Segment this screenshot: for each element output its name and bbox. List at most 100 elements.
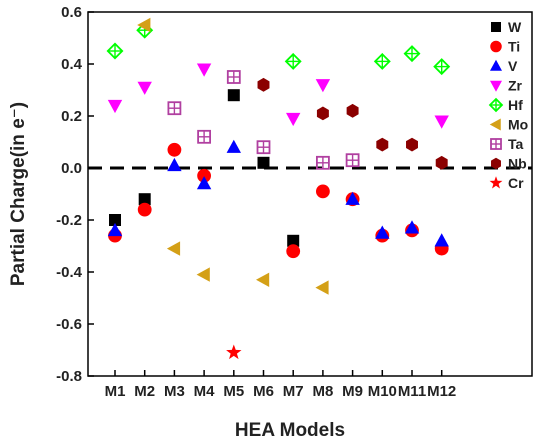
y-axis-title: Partial Charge(in e⁻) bbox=[8, 102, 29, 286]
legend-marker-zr bbox=[490, 80, 502, 92]
point-ta-m9 bbox=[345, 153, 360, 168]
point-mo-m6 bbox=[256, 272, 270, 287]
point-zr-m4 bbox=[196, 63, 212, 77]
point-nb-m11 bbox=[406, 137, 418, 152]
x-tick-label: M10 bbox=[368, 383, 397, 400]
point-hf-m1 bbox=[106, 42, 124, 60]
y-axis: 0.6 0.4 0.2 0.0 -0.2 -0.4 -0.6 -0.8 bbox=[56, 4, 94, 385]
point-hf-m12 bbox=[433, 58, 451, 76]
x-axis: M1 M2 M3 M4 M5 M6 M7 M8 M9 M10 M11 M12 bbox=[105, 370, 456, 400]
legend-marker-hf bbox=[488, 97, 504, 113]
point-ta-m3 bbox=[167, 101, 182, 116]
plot-frame bbox=[87, 11, 533, 377]
y-tick-label: 0.2 bbox=[61, 108, 82, 125]
legend-label-hf: Hf bbox=[508, 97, 523, 113]
legend-marker-mo bbox=[489, 118, 501, 131]
y-tick-label: -0.4 bbox=[56, 264, 83, 281]
x-tick-label: M6 bbox=[253, 383, 274, 400]
series-v bbox=[107, 139, 449, 247]
point-v-m5 bbox=[226, 139, 241, 153]
x-tick-label: M7 bbox=[283, 383, 304, 400]
series-ti bbox=[108, 142, 449, 259]
point-hf-m7 bbox=[284, 52, 302, 70]
point-v-m1 bbox=[107, 222, 123, 237]
y-tick-label: -0.6 bbox=[56, 316, 82, 333]
x-tick-label: M2 bbox=[134, 383, 155, 400]
point-zr-m1 bbox=[107, 99, 123, 114]
data-points bbox=[106, 17, 451, 360]
series-cr bbox=[226, 344, 242, 360]
x-tick-label: M12 bbox=[427, 383, 456, 400]
legend-marker-w bbox=[491, 22, 501, 32]
legend-label-cr: Cr bbox=[508, 175, 524, 191]
series-hf bbox=[106, 21, 451, 76]
x-tick-label: M9 bbox=[342, 383, 363, 400]
series-nb bbox=[257, 77, 448, 170]
point-w-m5 bbox=[227, 89, 240, 102]
point-ta-m5 bbox=[226, 70, 241, 84]
point-mo-m4 bbox=[196, 267, 210, 282]
point-ta-m8 bbox=[315, 155, 330, 170]
point-mo-m3 bbox=[166, 241, 181, 256]
legend-marker-ti bbox=[490, 40, 502, 53]
y-tick-label: -0.2 bbox=[56, 212, 82, 229]
point-nb-m6 bbox=[257, 77, 270, 92]
point-zr-m12 bbox=[434, 115, 449, 129]
point-mo-m8 bbox=[315, 280, 329, 295]
y-tick-label: 0.0 bbox=[61, 160, 82, 177]
legend-label-w: W bbox=[508, 19, 522, 35]
y-tick-label: 0.6 bbox=[61, 4, 82, 21]
point-w-m6 bbox=[257, 156, 270, 169]
series-ta bbox=[167, 70, 360, 170]
legend-label-zr: Zr bbox=[508, 78, 523, 94]
x-tick-label: M8 bbox=[312, 383, 333, 400]
x-tick-label: M4 bbox=[194, 383, 215, 400]
series-w bbox=[109, 89, 300, 247]
x-tick-label: M1 bbox=[105, 383, 126, 400]
series-zr bbox=[107, 63, 449, 129]
point-ti-m7 bbox=[286, 244, 301, 259]
x-axis-title: HEA Models bbox=[235, 420, 345, 441]
point-nb-m12 bbox=[435, 155, 448, 170]
legend: W Ti V Zr Hf Mo Ta Nb Cr bbox=[488, 19, 528, 191]
point-zr-m2 bbox=[137, 81, 152, 95]
point-nb-m8 bbox=[316, 106, 329, 121]
point-w-m7 bbox=[287, 234, 300, 247]
point-v-m4 bbox=[196, 176, 212, 190]
point-ta-m6 bbox=[256, 140, 271, 155]
legend-label-v: V bbox=[508, 58, 518, 74]
x-tick-label: M5 bbox=[223, 383, 244, 400]
point-w-m1 bbox=[109, 214, 121, 226]
point-v-m10 bbox=[375, 225, 390, 239]
point-ta-m4 bbox=[197, 129, 212, 144]
legend-marker-ta bbox=[490, 138, 502, 150]
point-zr-m7 bbox=[286, 112, 301, 127]
legend-label-nb: Nb bbox=[508, 156, 527, 172]
point-zr-m8 bbox=[315, 79, 331, 93]
legend-marker-cr bbox=[489, 176, 503, 189]
point-v-m12 bbox=[434, 233, 449, 247]
legend-label-mo: Mo bbox=[508, 117, 528, 133]
y-tick-label: -0.8 bbox=[56, 368, 82, 385]
legend-label-ta: Ta bbox=[508, 136, 524, 152]
point-ti-m8 bbox=[316, 184, 330, 199]
point-mo-m2 bbox=[137, 17, 151, 33]
point-ti-m2 bbox=[137, 202, 152, 217]
x-tick-label: M11 bbox=[398, 383, 426, 400]
point-ti-m4 bbox=[197, 168, 212, 183]
legend-marker-nb bbox=[491, 157, 501, 170]
point-hf-m10 bbox=[373, 52, 391, 70]
point-v-m3 bbox=[167, 157, 182, 172]
y-tick-label: 0.4 bbox=[61, 56, 83, 73]
series-mo bbox=[137, 17, 329, 295]
legend-marker-v bbox=[490, 59, 502, 71]
point-cr-m5 bbox=[226, 344, 242, 360]
point-ti-m3 bbox=[167, 142, 182, 157]
x-tick-label: M3 bbox=[164, 383, 185, 400]
point-v-m9 bbox=[345, 191, 360, 205]
point-w-m2 bbox=[138, 193, 151, 206]
point-hf-m11 bbox=[403, 45, 421, 63]
point-nb-m9 bbox=[346, 103, 359, 118]
point-nb-m10 bbox=[376, 137, 389, 152]
